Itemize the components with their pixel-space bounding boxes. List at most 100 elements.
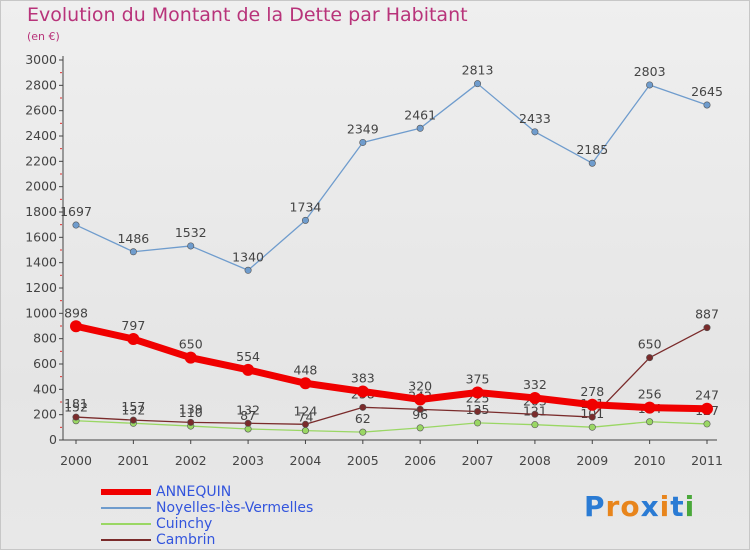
data-label-annequin: 320 xyxy=(408,378,432,393)
data-point-cuinchy xyxy=(646,418,654,426)
logo-letter: x xyxy=(640,490,660,523)
data-label-annequin: 278 xyxy=(580,384,604,399)
data-label-cuinchy: 96 xyxy=(412,407,428,422)
data-point-cuinchy xyxy=(416,424,424,432)
x-tick-label: 2000 xyxy=(60,453,92,468)
x-tick-label: 2002 xyxy=(175,453,207,468)
legend-swatch-cambrin xyxy=(101,539,151,541)
data-label-annequin: 650 xyxy=(179,337,203,352)
data-label-cuinchy: 152 xyxy=(64,400,88,415)
y-tick-label: 2800 xyxy=(25,77,57,92)
data-point-annequin xyxy=(356,385,369,398)
data-point-cuinchy xyxy=(301,427,309,435)
data-label-annequin: 332 xyxy=(523,377,547,392)
y-tick-label: 200 xyxy=(33,407,57,422)
data-point-cuinchy xyxy=(588,423,596,431)
data-label-cambrin: 650 xyxy=(638,337,662,352)
y-tick-label: 1200 xyxy=(25,280,57,295)
data-point-noyelles-l-s-vermelles xyxy=(703,101,711,109)
data-point-annequin xyxy=(299,377,312,390)
data-point-noyelles-l-s-vermelles xyxy=(531,128,539,136)
data-point-annequin xyxy=(127,333,140,346)
data-point-cambrin xyxy=(416,405,424,413)
data-point-noyelles-l-s-vermelles xyxy=(244,266,252,274)
y-tick-label: 400 xyxy=(33,381,57,396)
data-point-cambrin xyxy=(646,354,654,362)
data-label-noyelles-l-s-vermelles: 1340 xyxy=(232,249,264,264)
chart-title: Evolution du Montant de la Dette par Hab… xyxy=(27,4,468,26)
data-label-noyelles-l-s-vermelles: 2349 xyxy=(347,121,379,136)
x-tick-label: 2004 xyxy=(290,453,322,468)
data-point-cambrin xyxy=(244,419,252,427)
data-point-annequin xyxy=(184,351,197,364)
y-tick-label: 2200 xyxy=(25,153,57,168)
data-point-noyelles-l-s-vermelles xyxy=(72,221,80,229)
y-tick-label: 1400 xyxy=(25,255,57,270)
x-tick-label: 2008 xyxy=(519,453,551,468)
y-tick-label: 800 xyxy=(33,331,57,346)
data-point-cuinchy xyxy=(703,420,711,428)
data-label-annequin: 256 xyxy=(638,387,662,402)
data-point-cuinchy xyxy=(531,421,539,429)
data-label-noyelles-l-s-vermelles: 2185 xyxy=(576,142,608,157)
data-label-cuinchy: 110 xyxy=(179,405,203,420)
data-point-annequin xyxy=(586,398,599,411)
x-tick-label: 2001 xyxy=(117,453,149,468)
y-tick-label: 1000 xyxy=(25,305,57,320)
data-label-cuinchy: 87 xyxy=(240,408,256,423)
data-point-annequin xyxy=(643,401,656,414)
legend-swatch-noyelles xyxy=(101,507,151,509)
x-tick-label: 2006 xyxy=(404,453,436,468)
data-point-cambrin xyxy=(474,407,482,415)
data-point-cambrin xyxy=(531,410,539,418)
legend-label-cuinchy: Cuinchy xyxy=(156,516,213,532)
legend-label-noyelles: Noyelles-lès-Vermelles xyxy=(156,500,314,516)
x-tick-label: 2005 xyxy=(347,453,379,468)
legend-label-annequin: ANNEQUIN xyxy=(156,484,232,500)
data-label-noyelles-l-s-vermelles: 2803 xyxy=(634,64,666,79)
data-label-cambrin: 124 xyxy=(294,403,318,418)
data-label-noyelles-l-s-vermelles: 1486 xyxy=(117,231,149,246)
data-label-cuinchy: 132 xyxy=(121,402,145,417)
data-point-noyelles-l-s-vermelles xyxy=(187,242,195,250)
y-tick-label: 1800 xyxy=(25,204,57,219)
x-tick-label: 2003 xyxy=(232,453,264,468)
data-point-cambrin xyxy=(72,413,80,421)
y-tick-label: 600 xyxy=(33,356,57,371)
logo-letter: i xyxy=(684,490,696,523)
y-tick-label: 3000 xyxy=(25,52,57,67)
y-tick-label: 2600 xyxy=(25,103,57,118)
data-point-noyelles-l-s-vermelles xyxy=(646,81,654,89)
series-line-annequin xyxy=(75,322,708,413)
logo-letter: o xyxy=(620,490,641,523)
data-point-annequin xyxy=(70,320,82,333)
data-label-noyelles-l-s-vermelles: 1697 xyxy=(60,204,92,219)
data-label-annequin: 554 xyxy=(236,349,260,364)
series-line-cuinchy xyxy=(75,420,708,433)
y-tick-label: 2000 xyxy=(25,179,57,194)
data-point-noyelles-l-s-vermelles xyxy=(359,138,367,146)
logo-letter: t xyxy=(670,490,685,523)
y-tick-label: 2400 xyxy=(25,128,57,143)
data-label-annequin: 797 xyxy=(121,318,145,333)
y-tick-label: 1600 xyxy=(25,229,57,244)
x-tick-label: 2009 xyxy=(576,453,608,468)
legend-label-cambrin: Cambrin xyxy=(156,532,216,548)
data-label-cambrin: 887 xyxy=(695,307,719,322)
logo-letter: r xyxy=(605,490,621,523)
data-label-noyelles-l-s-vermelles: 2433 xyxy=(519,111,551,126)
x-tick-label: 2010 xyxy=(634,453,666,468)
data-point-annequin xyxy=(242,363,255,376)
logo-letter: i xyxy=(659,490,671,523)
data-point-cambrin xyxy=(129,416,137,424)
data-label-noyelles-l-s-vermelles: 2813 xyxy=(462,63,494,78)
data-label-cambrin: 181 xyxy=(64,396,88,411)
data-point-cambrin xyxy=(703,324,711,332)
data-point-cambrin xyxy=(187,418,195,426)
data-label-annequin: 247 xyxy=(695,388,719,403)
legend-swatch-cuinchy xyxy=(101,523,151,525)
data-label-noyelles-l-s-vermelles: 1532 xyxy=(175,225,207,240)
data-label-cambrin: 132 xyxy=(236,402,260,417)
